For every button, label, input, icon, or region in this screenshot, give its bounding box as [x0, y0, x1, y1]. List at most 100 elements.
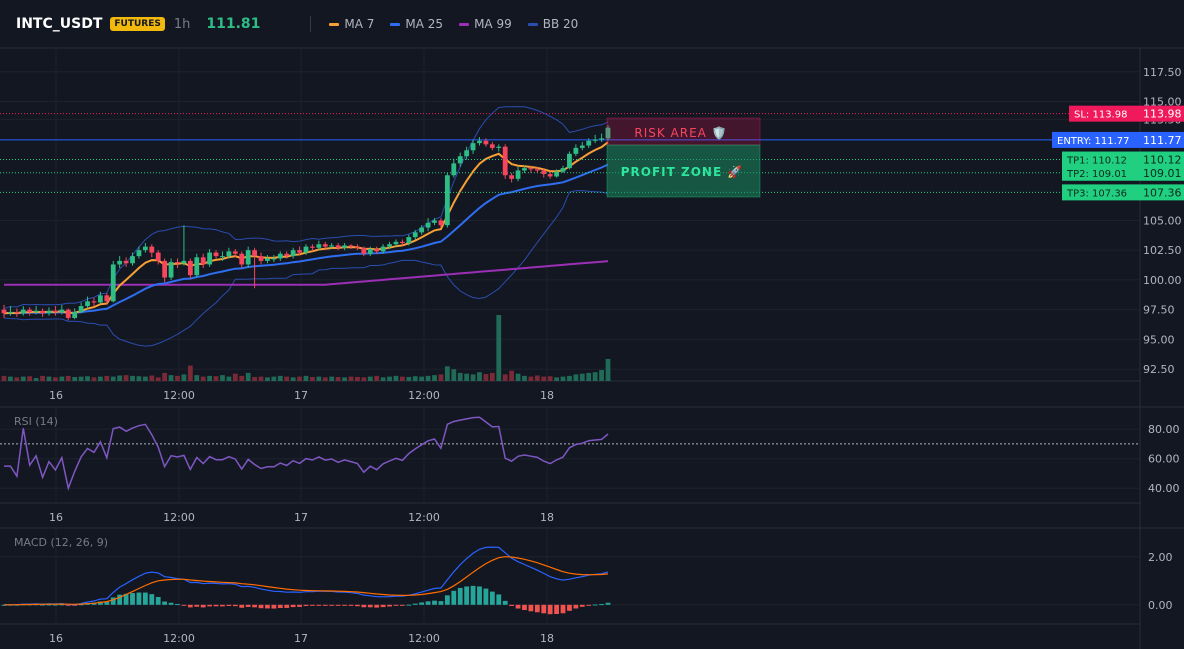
macd-histogram-bar	[387, 604, 392, 607]
rsi-tick-label: 80.00	[1148, 423, 1180, 436]
candle-body	[213, 252, 219, 257]
tp2-tag-bg	[1062, 164, 1140, 181]
volume-bar	[277, 375, 283, 381]
rsi-line	[4, 416, 609, 491]
macd-histogram-bar	[406, 604, 412, 606]
candle-body	[515, 170, 521, 179]
price-axis[interactable]: 117.50115.00113.50105.00102.50100.0097.5…	[1143, 66, 1182, 376]
macd-histogram-bar	[547, 604, 553, 615]
price-tick-label: 102.50	[1143, 244, 1182, 257]
volume-bar	[104, 375, 110, 381]
price-tick-label: 97.50	[1143, 304, 1175, 317]
profit-zone[interactable]	[606, 144, 761, 198]
macd-histogram-bar	[226, 604, 232, 606]
volume-bar	[149, 375, 155, 381]
ma99-line	[4, 260, 609, 286]
volume-bar	[175, 375, 180, 381]
candle-body	[136, 250, 142, 257]
futures-badge: FUTURES	[110, 17, 165, 31]
volume-bar	[258, 376, 264, 381]
macd-histogram-bar	[194, 604, 200, 607]
macd-line	[3, 546, 609, 606]
volume-bar	[97, 376, 103, 381]
tp2-price-tag-bg	[1140, 164, 1184, 181]
tp2-price-tag: 109.01	[1143, 167, 1182, 180]
macd-histogram-bar	[329, 604, 335, 606]
sl-price-tag-bg	[1140, 105, 1184, 122]
macd-histogram-bar	[477, 586, 482, 605]
candle-body	[432, 220, 437, 223]
macd-histogram-bar	[380, 604, 386, 608]
legend-bb20[interactable]: BB 20	[527, 17, 578, 31]
volume-bar	[110, 376, 116, 381]
legend-ma99-swatch	[459, 22, 470, 26]
chart-grid	[0, 48, 1140, 624]
candle-body	[252, 250, 257, 257]
macd-histogram-bar	[496, 594, 502, 605]
macd-histogram-bar	[232, 604, 238, 607]
candle-body	[91, 301, 97, 303]
macd-histogram-bar	[483, 588, 489, 605]
rsi-pane[interactable]: 80.00 60.00 40.00	[0, 416, 1180, 495]
macd-histogram-bar	[541, 604, 547, 614]
bb-upper-band	[3, 106, 609, 309]
macd-histogram-bar	[528, 604, 534, 612]
macd-histogram-bar	[335, 604, 341, 606]
candle-body	[425, 222, 431, 228]
macd-histogram-bar	[117, 594, 123, 605]
candle-body	[142, 246, 148, 251]
candle-body	[419, 227, 425, 233]
candle-body	[110, 264, 116, 302]
volume-bar	[509, 370, 515, 381]
candle-body	[1, 309, 7, 314]
tp3-price-tag-bg	[1140, 184, 1184, 201]
entry-price-tag-bg	[1140, 131, 1184, 148]
legend-ma99[interactable]: MA 99	[459, 17, 512, 31]
macd-histogram-bar	[53, 604, 58, 606]
volume-bar	[322, 377, 328, 381]
macd-histogram-bar	[316, 604, 322, 606]
volume-bar	[567, 375, 572, 381]
price-tick-label: 117.50	[1143, 66, 1182, 79]
volume-bar	[547, 376, 553, 381]
candle-body	[155, 252, 161, 261]
volume-bar	[444, 366, 450, 381]
timeframe-label[interactable]: 1h	[173, 16, 191, 32]
macd-tick-label: 2.00	[1148, 551, 1173, 564]
volume-bar	[573, 374, 579, 381]
macd-histogram-bar	[470, 585, 476, 605]
volume-bar	[605, 359, 611, 381]
time-tick-label: 18	[540, 511, 554, 524]
volume-bar	[59, 376, 65, 381]
macd-histogram-bar	[78, 604, 84, 606]
time-tick-label: 18	[540, 389, 554, 402]
volume-bar	[457, 372, 463, 381]
price-tick-label: 115.00	[1143, 96, 1182, 109]
candle-body	[509, 175, 515, 179]
symbol-label[interactable]: INTC_USDT	[16, 16, 103, 32]
time-tick-label: 17	[294, 632, 308, 645]
candlesticks	[1, 125, 611, 321]
volume-bar	[412, 376, 418, 381]
macd-pane[interactable]: 2.00 0.00	[0, 546, 1173, 615]
candle-body	[85, 301, 90, 307]
candle-body	[277, 253, 283, 259]
candle-body	[53, 310, 58, 313]
volume-bar	[541, 376, 547, 381]
candle-body	[27, 309, 33, 313]
candle-body	[322, 244, 328, 247]
candle-body	[483, 140, 489, 145]
legend-ma25[interactable]: MA 25	[390, 17, 443, 31]
tp1-price-tag: 110.12	[1143, 154, 1182, 167]
volume-bar	[367, 376, 373, 381]
candle-body	[46, 310, 52, 314]
legend-ma7[interactable]: MA 7	[329, 17, 374, 31]
volume-bar	[374, 375, 380, 381]
tp3-price-tag: 107.36	[1143, 186, 1182, 199]
macd-histogram-bar	[457, 587, 463, 605]
time-axis[interactable]: 16 12:00 17 12:00 18 16 12:00 17 12:00 18 16 12:00 1…	[49, 389, 554, 645]
volume-bar	[168, 375, 174, 381]
macd-histogram-bar	[355, 604, 360, 607]
candle-body	[187, 260, 193, 276]
